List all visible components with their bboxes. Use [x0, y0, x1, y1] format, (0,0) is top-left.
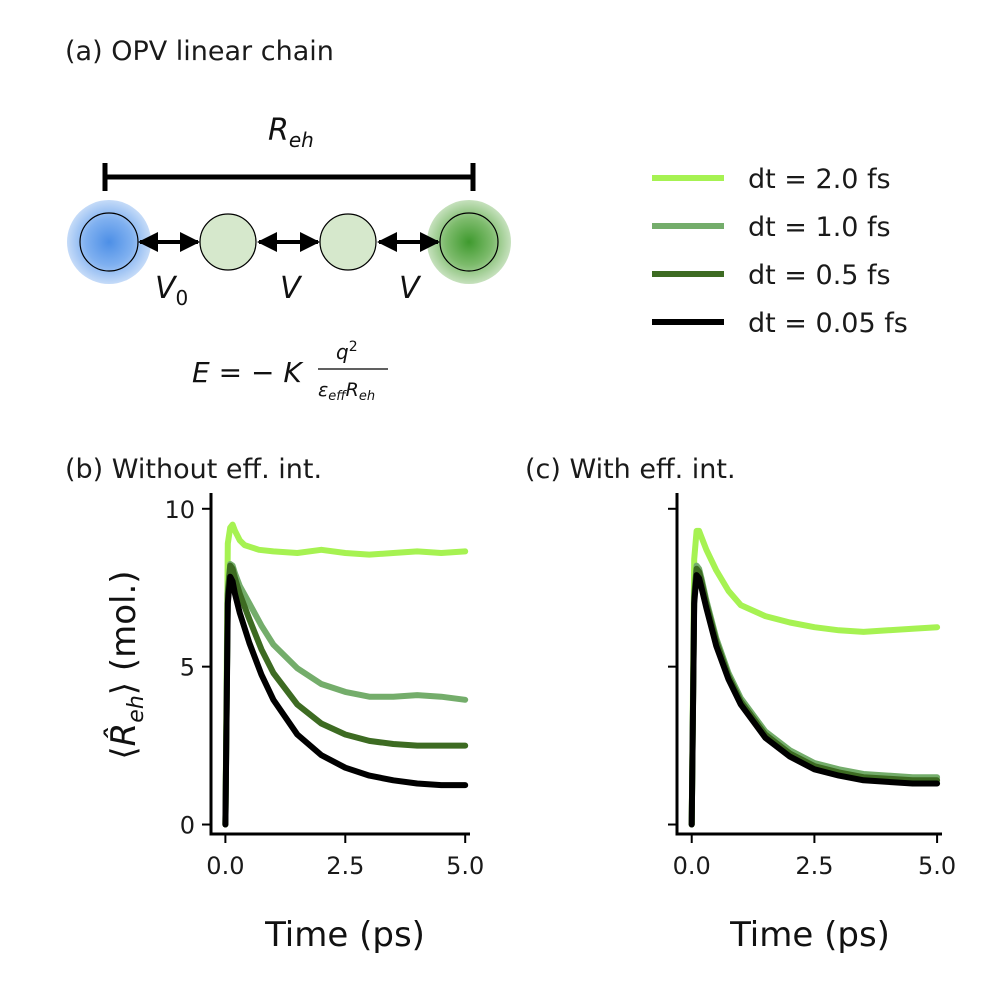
formula-numerator: q2 [336, 339, 358, 364]
panel-a: (a) OPV linear chain Reh V0 [65, 36, 511, 404]
hole-site [427, 200, 511, 284]
panel-b-xlabel: Time (ps) [264, 915, 425, 955]
legend-label-2: dt = 0.5 fs [748, 260, 891, 291]
series-line-c-2 [688, 565, 941, 828]
y-tick-label-b-0: 0 [180, 812, 195, 840]
panel-c: (c) With eff. int. 0.0 2.5 5.0 Time (ps) [525, 454, 956, 955]
x-tick-label-c-0: 0.0 [673, 852, 711, 880]
panel-c-xlabel: Time (ps) [729, 915, 890, 955]
coupling-label-v1: V [280, 271, 303, 306]
panel-c-title: (c) With eff. int. [525, 454, 736, 485]
distance-bar [102, 163, 476, 191]
x-tick-label-c-2: 5.0 [918, 852, 956, 880]
panel-b-title: (b) Without eff. int. [65, 454, 322, 485]
panel-a-title: (a) OPV linear chain [65, 36, 334, 67]
formula-denominator: εeffReh [318, 379, 375, 404]
electron-site [67, 200, 151, 284]
legend-label-0: dt = 2.0 fs [748, 164, 891, 195]
legend-label-1: dt = 1.0 fs [748, 212, 891, 243]
panel-b: (b) Without eff. int. 0.0 2.5 5.0 0 5 10 Time… [65, 454, 484, 955]
coupling-label-v0: V0 [155, 271, 188, 310]
bridge-site-1 [199, 213, 257, 271]
series-line-b-2 [222, 562, 469, 828]
plot-b: 0.0 2.5 5.0 0 5 10 [164, 493, 484, 880]
y-tick-label-b-1: 5 [180, 654, 195, 682]
series-line-c-0 [688, 527, 941, 828]
energy-formula: E = − K q2 εeffReh [192, 339, 388, 404]
legend: dt = 2.0 fs dt = 1.0 fs dt = 0.5 fs dt = 0.… [652, 164, 908, 339]
x-tick-label-b-1: 2.5 [326, 852, 364, 880]
series-line-b-3 [222, 573, 469, 828]
distance-label: Reh [268, 113, 314, 152]
plot-c: 0.0 2.5 5.0 [668, 493, 956, 880]
y-tick-label-b-2: 10 [164, 496, 195, 524]
series-line-b-0 [222, 521, 469, 828]
formula-lhs: E = − K [192, 356, 304, 389]
x-tick-label-b-2: 5.0 [446, 852, 484, 880]
x-tick-label-b-0: 0.0 [206, 852, 244, 880]
svg-text:⟨R̂eh⟩ (mol.): ⟨R̂eh⟩ (mol.) [103, 570, 149, 759]
panel-b-ylabel: ⟨R̂eh⟩ (mol.) [103, 570, 149, 759]
coupling-label-v2: V [399, 271, 422, 306]
series-line-c-3 [688, 572, 941, 828]
bridge-site-2 [319, 213, 377, 271]
legend-label-3: dt = 0.05 fs [748, 308, 908, 339]
x-tick-label-c-1: 2.5 [795, 852, 833, 880]
